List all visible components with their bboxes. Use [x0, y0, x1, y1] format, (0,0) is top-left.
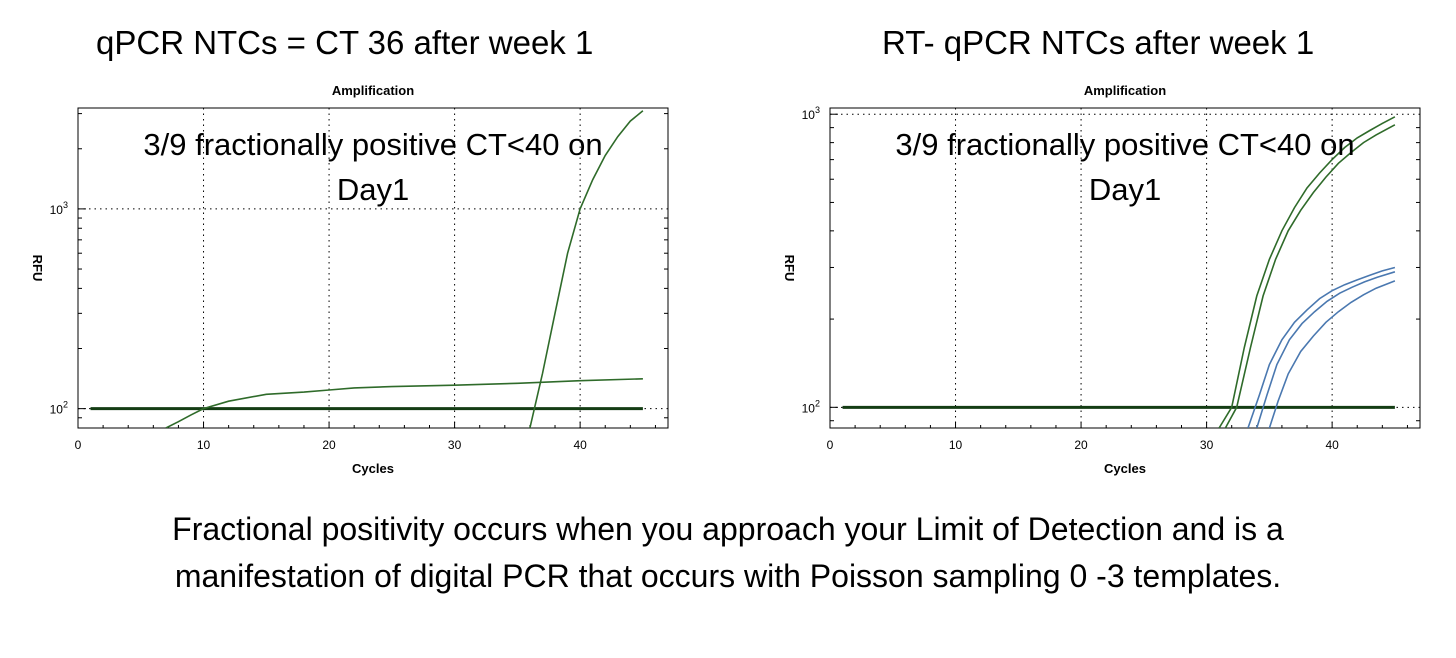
right-chart-series-5 [1268, 280, 1396, 428]
right-chart-xtick-label-30: 30 [1200, 438, 1214, 452]
caption: Fractional positivity occurs when you ap… [0, 506, 1456, 600]
left-chart-xtick-label-10: 10 [197, 438, 211, 452]
right-chart-ytick-label-100: 102 [802, 398, 820, 415]
right-chart-series-2 [1224, 124, 1396, 428]
right-chart-heading: RT- qPCR NTCs after week 1 [882, 24, 1315, 61]
left-chart-annotation-line-1: 3/9 fractionally positive CT<40 on [143, 127, 602, 162]
right-chart-ytick-label-1000: 103 [802, 105, 820, 122]
left-chart-xtick-label-20: 20 [322, 438, 336, 452]
right-chart-data-layer [842, 116, 1396, 428]
right-amplification-chart: Amplification 102 103 0 10 20 30 40 Cycles RFU 3/9… [782, 83, 1421, 476]
left-chart-series-2 [529, 110, 644, 428]
left-chart-xtick-label-0: 0 [75, 438, 82, 452]
right-chart-series-4 [1256, 271, 1396, 428]
right-chart-series-3 [1247, 266, 1396, 428]
left-chart-ylabel: RFU [30, 255, 45, 282]
right-chart-xtick-label-10: 10 [949, 438, 963, 452]
right-chart-xlabel: Cycles [1104, 461, 1146, 476]
left-chart-ytick-label-100: 102 [50, 400, 68, 417]
caption-line-2: manifestation of digital PCR that occurs… [174, 558, 1282, 594]
right-chart-annotation-line-2: Day1 [1089, 172, 1161, 207]
right-chart-xtick-label-20: 20 [1074, 438, 1088, 452]
left-chart-annotation-line-2: Day1 [337, 172, 409, 207]
right-chart-title: Amplification [1084, 83, 1166, 98]
left-chart-xtick-label-30: 30 [448, 438, 462, 452]
right-chart-series-1 [1218, 116, 1396, 428]
left-chart-title: Amplification [332, 83, 414, 98]
left-chart-ytick-label-1000: 103 [50, 200, 68, 217]
right-chart-ylabel: RFU [782, 255, 797, 282]
left-chart-data-layer [90, 110, 644, 428]
right-chart-xtick-label-0: 0 [827, 438, 834, 452]
right-chart-plot-frame [829, 107, 1421, 429]
left-chart-plot-frame [77, 107, 669, 429]
left-chart-xtick-label-40: 40 [573, 438, 587, 452]
right-chart-xtick-label-40: 40 [1325, 438, 1339, 452]
left-chart-xlabel: Cycles [352, 461, 394, 476]
right-chart-annotation-line-1: 3/9 fractionally positive CT<40 on [895, 127, 1354, 162]
caption-line-1: Fractional positivity occurs when you ap… [172, 511, 1284, 547]
left-amplification-chart: Amplification 102 103 0 10 20 30 40 Cycles RFU 3/9… [30, 83, 669, 476]
left-chart-heading: qPCR NTCs = CT 36 after week 1 [96, 24, 594, 61]
left-chart-series-1 [165, 378, 643, 428]
